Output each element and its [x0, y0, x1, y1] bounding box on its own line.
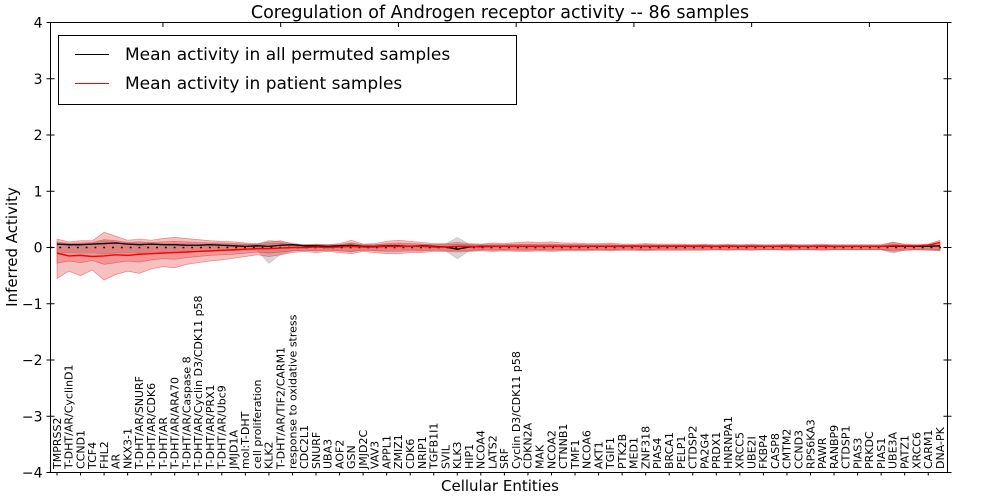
- x-category-label: SVIL: [439, 444, 452, 469]
- x-category-label: CDC2L1: [298, 425, 311, 469]
- x-category-label: PRDX1: [710, 432, 723, 469]
- x-category-label: CCND1: [74, 430, 87, 469]
- x-category-label: NCOA6: [581, 430, 594, 469]
- x-category-label: KLK3: [451, 441, 464, 469]
- x-category-label: CTDSP2: [687, 426, 700, 469]
- x-category-label: mol:T-DHT: [239, 411, 252, 469]
- y-tick-label: 3: [34, 72, 43, 88]
- x-category-label: FHL2: [98, 441, 111, 469]
- x-category-label: cell proliferation: [251, 379, 264, 469]
- x-category-label: CASP8: [769, 433, 782, 469]
- y-tick-label: −2: [22, 353, 43, 369]
- y-axis-label: Inferred Activity: [3, 187, 21, 307]
- x-category-label: NCOA4: [475, 430, 488, 469]
- x-category-label: JMJD2C: [357, 430, 370, 470]
- x-category-label: CTDSP1: [840, 426, 853, 469]
- x-category-label: T-DHT/AR/Ubc9: [216, 385, 229, 470]
- x-category-label: CARM1: [922, 430, 935, 469]
- x-category-label: UBE3A: [887, 431, 900, 469]
- y-tick-label: −3: [22, 409, 43, 425]
- x-category-label: PIAS1: [875, 438, 888, 469]
- x-category-label: PAWR: [816, 437, 829, 469]
- x-category-label: AKT1: [592, 441, 605, 469]
- y-tick-label: 4: [34, 16, 43, 32]
- x-axis-label: Cellular Entities: [441, 477, 559, 495]
- x-category-label: AOF2: [333, 440, 346, 469]
- x-category-label: T-DHT/AR/PRX1: [204, 384, 217, 470]
- y-tick-label: −4: [22, 466, 43, 482]
- x-category-label: JMJD1A: [227, 430, 240, 470]
- x-category-label: T-DHT/AR/ARA70: [169, 377, 182, 470]
- x-category-label: T-DHT/AR/Caspase 8: [180, 356, 193, 470]
- x-category-label: PIAS3: [851, 438, 864, 469]
- x-category-label: CDKN2A: [522, 422, 535, 469]
- x-category-label: LATS2: [486, 435, 499, 469]
- legend: Mean activity in all permuted samples Me…: [58, 35, 517, 105]
- x-category-label: NRIP1: [416, 436, 429, 469]
- x-category-label: T-DHT/AR/CDK6: [145, 383, 158, 470]
- patient-mean-line: [56, 241, 941, 258]
- x-category-label: TMF1: [569, 439, 582, 470]
- x-category-label: T-DHT/AR/SNURF: [133, 376, 146, 470]
- x-category-label: PRKDC: [863, 431, 876, 469]
- x-category-label: PTK2B: [616, 434, 629, 469]
- x-category-label: PA2G4: [698, 433, 711, 469]
- x-category-label: UBA3: [322, 439, 335, 469]
- x-category-label: T-DHT/AR/Cyclin D3/CDK11 p58: [192, 295, 205, 470]
- y-tick-label: 0: [34, 241, 43, 257]
- x-category-label: HIP1: [463, 444, 476, 469]
- x-category-label: BRCA1: [663, 432, 676, 469]
- x-category-label: VAV3: [369, 441, 382, 469]
- x-category-label: CTNNB1: [557, 424, 570, 469]
- x-category-label: T-DHT/AR/CyclinD1: [63, 364, 76, 470]
- y-tick-label: 1: [34, 184, 43, 200]
- x-category-label: TGIF1: [604, 437, 617, 470]
- x-category-label: CDK6: [404, 439, 417, 469]
- x-category-label: CCND3: [793, 430, 806, 469]
- x-category-label: RANBP9: [828, 425, 841, 469]
- legend-item-patient: Mean activity in patient samples: [69, 69, 506, 98]
- x-category-label: Cyclin D3/CDK11 p58: [510, 351, 523, 469]
- x-category-label: XRCC5: [734, 432, 747, 469]
- x-category-label: TCF4: [86, 442, 99, 470]
- x-category-label: NCOA2: [545, 430, 558, 469]
- x-category-label: KLK2: [263, 441, 276, 469]
- x-category-label: MED1: [628, 437, 641, 469]
- x-category-label: ZMIZ1: [392, 434, 405, 469]
- x-category-label: NKX3-1: [121, 428, 134, 469]
- x-category-label: PATZ1: [898, 435, 911, 469]
- x-category-label: GSN: [345, 445, 358, 469]
- x-category-label: SNURF: [310, 432, 323, 469]
- x-category-label: TMPRSS2: [51, 418, 64, 470]
- y-tick-label: −1: [22, 297, 43, 313]
- x-category-label: response to oxidative stress: [286, 314, 299, 469]
- legend-label-patient: Mean activity in patient samples: [125, 73, 403, 94]
- x-category-label: APPL1: [380, 435, 393, 469]
- x-category-label: XRCC6: [910, 432, 923, 469]
- x-category-label: AR: [110, 453, 123, 469]
- legend-item-permuted: Mean activity in all permuted samples: [69, 40, 506, 69]
- x-category-label: CMTM2: [781, 429, 794, 469]
- x-category-label: SRF: [498, 448, 511, 469]
- legend-line-permuted-icon: [75, 54, 109, 55]
- y-tick-label: 2: [34, 128, 43, 144]
- x-category-label: HNRNPA1: [722, 416, 735, 469]
- x-category-label: PELP1: [675, 436, 688, 469]
- x-category-label: TGFB1I1: [428, 423, 441, 470]
- legend-line-patient-icon: [75, 83, 109, 84]
- x-category-label: FKBP4: [757, 434, 770, 469]
- x-category-label: DNA-PK: [934, 426, 947, 469]
- x-category-label: T-DHT/AR/TIF2/CARM1: [274, 347, 287, 470]
- chart-title: Coregulation of Androgen receptor activi…: [250, 3, 750, 23]
- patient-std-outer-band: [56, 231, 941, 281]
- x-category-label: RPS6KA3: [804, 419, 817, 469]
- x-category-label: T-DHT/AR: [157, 417, 170, 470]
- x-category-label: PIAS4: [651, 438, 664, 469]
- x-category-label: MAK: [534, 444, 547, 469]
- x-category-label: ZNF318: [639, 426, 652, 469]
- legend-label-permuted: Mean activity in all permuted samples: [125, 44, 451, 65]
- x-category-label: UBE2I: [745, 436, 758, 469]
